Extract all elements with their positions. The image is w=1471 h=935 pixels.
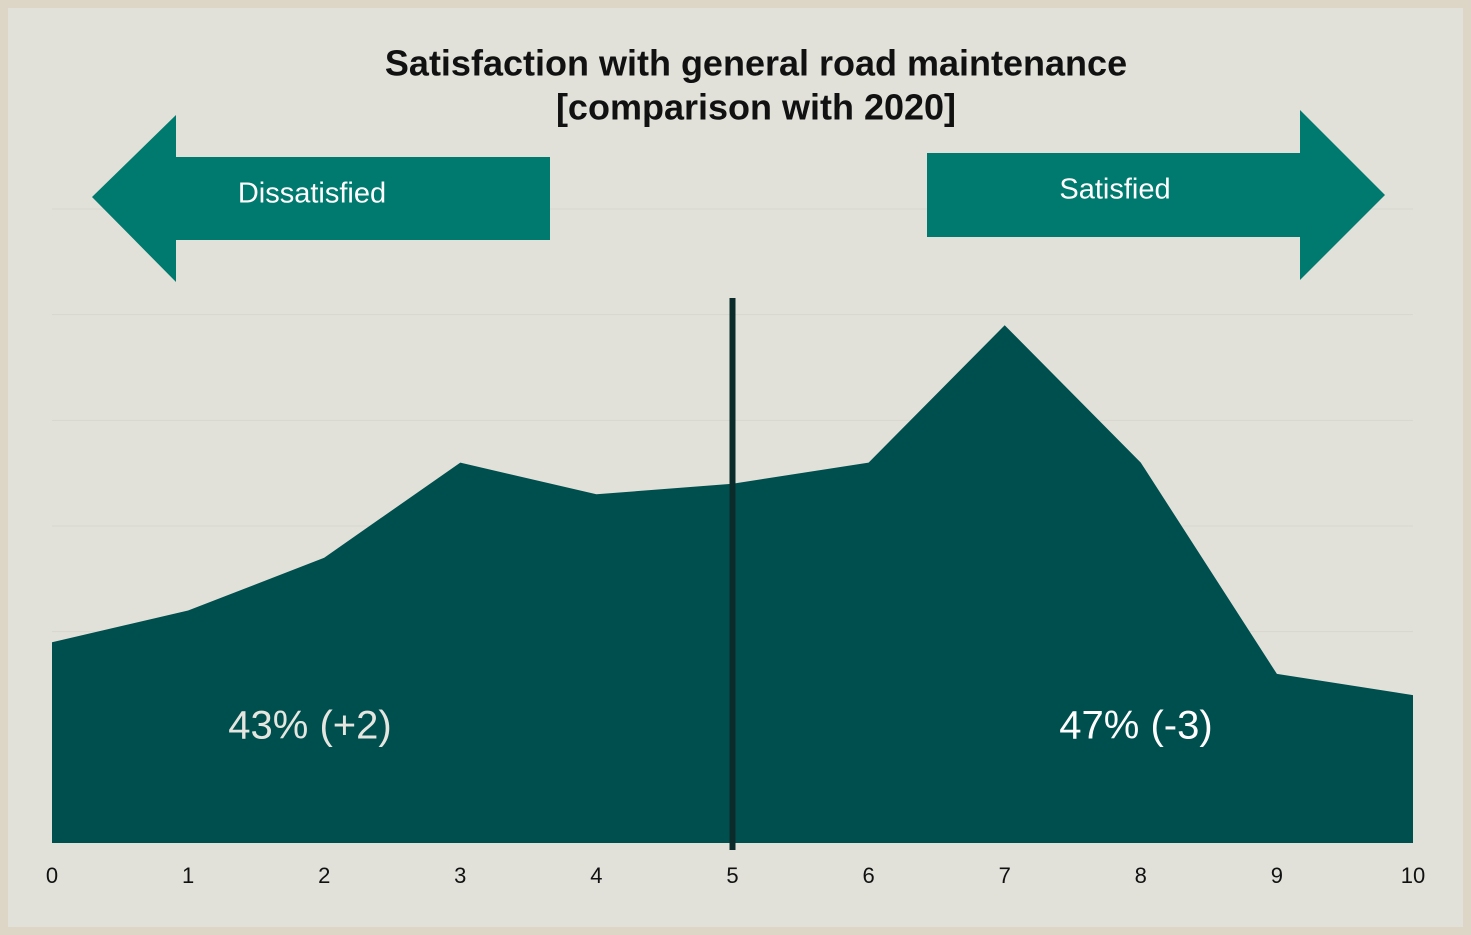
annotation: 47% (-3) bbox=[1059, 704, 1212, 748]
x-tick-label: 7 bbox=[999, 863, 1011, 888]
arrow-left bbox=[92, 115, 550, 282]
x-tick-label: 2 bbox=[318, 863, 330, 888]
x-tick-label: 9 bbox=[1271, 863, 1283, 888]
x-tick-label: 0 bbox=[46, 863, 58, 888]
x-tick-label: 1 bbox=[182, 863, 194, 888]
arrow-label: Satisfied bbox=[1059, 174, 1170, 206]
annotation: 43% (+2) bbox=[228, 704, 391, 748]
x-tick-label: 3 bbox=[454, 863, 466, 888]
arrow-right bbox=[927, 110, 1385, 280]
x-tick-label: 8 bbox=[1135, 863, 1147, 888]
arrow-label: Dissatisfied bbox=[238, 178, 386, 210]
chart-title: Satisfaction with general road maintenan… bbox=[385, 43, 1127, 84]
x-tick-label: 4 bbox=[590, 863, 602, 888]
chart-title: [comparison with 2020] bbox=[556, 87, 956, 128]
x-tick-label: 6 bbox=[862, 863, 874, 888]
x-tick-label: 10 bbox=[1401, 863, 1425, 888]
x-tick-label: 5 bbox=[726, 863, 738, 888]
